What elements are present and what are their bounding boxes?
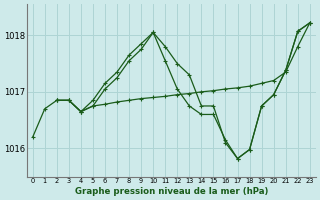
X-axis label: Graphe pression niveau de la mer (hPa): Graphe pression niveau de la mer (hPa) xyxy=(75,187,268,196)
